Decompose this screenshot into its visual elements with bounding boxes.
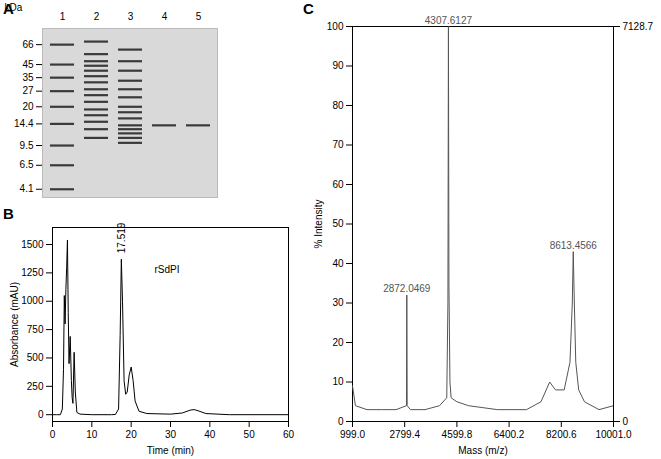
svg-text:Mass (m/z): Mass (m/z) — [458, 445, 507, 456]
svg-text:6400.2: 6400.2 — [494, 429, 525, 440]
svg-text:66: 66 — [22, 39, 34, 50]
svg-text:27: 27 — [22, 85, 34, 96]
svg-text:20: 20 — [22, 101, 34, 112]
svg-text:0: 0 — [338, 416, 344, 427]
svg-text:2799.4: 2799.4 — [389, 429, 420, 440]
svg-text:8200.6: 8200.6 — [546, 429, 577, 440]
svg-text:250: 250 — [27, 381, 44, 392]
svg-text:1: 1 — [60, 11, 66, 22]
svg-text:45: 45 — [22, 59, 34, 70]
svg-text:% Intensity: % Intensity — [313, 200, 324, 249]
svg-text:7128.7: 7128.7 — [623, 21, 654, 32]
html-text:B: B — [3, 205, 14, 222]
svg-text:4307.6127: 4307.6127 — [425, 15, 473, 26]
svg-text:30: 30 — [165, 429, 177, 440]
html-text:C: C — [303, 0, 314, 17]
svg-text:4.1: 4.1 — [20, 183, 34, 194]
svg-text:0: 0 — [50, 429, 56, 440]
svg-text:rSdPI: rSdPI — [154, 264, 179, 275]
svg-text:70: 70 — [332, 139, 344, 150]
svg-text:17.519: 17.519 — [116, 222, 127, 253]
svg-text:8613.4566: 8613.4566 — [550, 240, 598, 251]
svg-text:999.0: 999.0 — [340, 429, 365, 440]
svg-text:10001.0: 10001.0 — [595, 429, 632, 440]
svg-text:40: 40 — [204, 429, 216, 440]
svg-text:50: 50 — [332, 218, 344, 229]
svg-text:100: 100 — [327, 21, 344, 32]
svg-text:0: 0 — [623, 416, 629, 427]
svg-text:Time (min): Time (min) — [147, 445, 194, 456]
svg-text:9.5: 9.5 — [20, 140, 34, 151]
svg-text:20: 20 — [126, 429, 138, 440]
svg-text:40: 40 — [332, 258, 344, 269]
svg-text:50: 50 — [244, 429, 256, 440]
svg-text:1250: 1250 — [21, 267, 44, 278]
svg-text:1000: 1000 — [21, 295, 44, 306]
svg-text:6.5: 6.5 — [20, 159, 34, 170]
svg-text:1500: 1500 — [21, 239, 44, 250]
svg-text:10: 10 — [86, 429, 98, 440]
svg-text:20: 20 — [332, 337, 344, 348]
svg-text:0: 0 — [38, 409, 44, 420]
svg-text:35: 35 — [22, 72, 34, 83]
svg-text:4599.8: 4599.8 — [442, 429, 473, 440]
svg-text:3: 3 — [128, 11, 134, 22]
svg-text:10: 10 — [332, 376, 344, 387]
html-text:A: A — [3, 0, 14, 17]
svg-text:2872.0469: 2872.0469 — [383, 283, 431, 294]
svg-text:30: 30 — [332, 297, 344, 308]
svg-text:60: 60 — [283, 429, 295, 440]
svg-text:2: 2 — [94, 11, 100, 22]
svg-text:60: 60 — [332, 179, 344, 190]
svg-text:Absorbance (mAU): Absorbance (mAU) — [9, 282, 20, 367]
svg-text:90: 90 — [332, 60, 344, 71]
svg-text:500: 500 — [27, 352, 44, 363]
svg-text:14.4: 14.4 — [14, 118, 34, 129]
svg-text:80: 80 — [332, 100, 344, 111]
svg-text:750: 750 — [27, 324, 44, 335]
svg-text:4: 4 — [162, 11, 168, 22]
svg-text:5: 5 — [196, 11, 202, 22]
